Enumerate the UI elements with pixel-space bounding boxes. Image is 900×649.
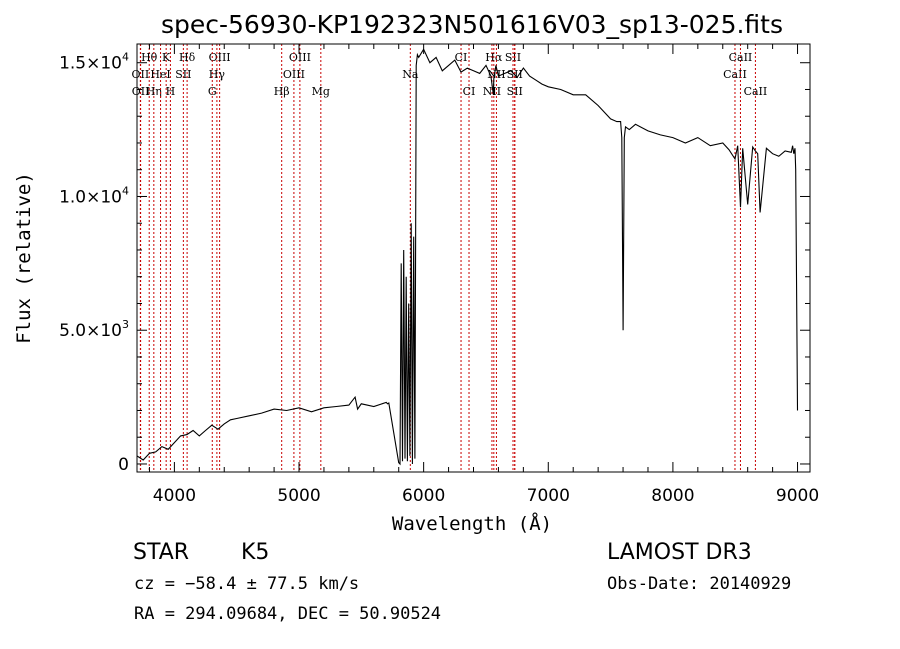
x-axis-label: Wavelength (Å) [392, 512, 552, 535]
line-label: OIII [289, 51, 311, 64]
line-label: OIII [283, 68, 305, 81]
spectrum-series [136, 48, 799, 466]
y-tick-label: 5.0×103 [59, 318, 129, 341]
observation-date: Obs-Date: 20140929 [607, 574, 792, 594]
line-label: Hα [485, 51, 503, 64]
x-tick-label: 6000 [402, 486, 445, 506]
object-class: STAR [133, 540, 190, 565]
y-tick-label: 1.0×104 [59, 184, 129, 207]
line-label: CaII [729, 51, 753, 64]
x-tick-label: 9000 [776, 486, 819, 506]
y-axis-label: Flux (relative) [13, 172, 35, 344]
x-tick-label: 5000 [277, 486, 320, 506]
line-label: Hθ [141, 51, 158, 64]
line-label: Hγ [209, 68, 226, 81]
line-label: HeI [150, 68, 170, 81]
chart-title: spec-56930-KP192323N501616V03_sp13-025.f… [161, 10, 783, 39]
line-label: Hδ [179, 51, 196, 64]
x-tick-label: 7000 [527, 486, 570, 506]
redshift-velocity: cz = −58.4 ± 77.5 km/s [134, 574, 360, 594]
line-label: Mg [312, 85, 330, 98]
x-tick-label: 8000 [651, 486, 694, 506]
line-label: SII [175, 68, 191, 81]
y-tick-label: 0 [118, 455, 129, 475]
line-label: CI [455, 51, 468, 64]
line-label: OIII [209, 51, 231, 64]
spectrum-line [136, 48, 799, 466]
object-subclass: K5 [241, 540, 270, 565]
y-axis: 0 5.0×103 1.0×104 1.5×104 [59, 51, 810, 475]
y-tick-label: 1.5×104 [59, 51, 129, 74]
line-label: OII [132, 68, 150, 81]
line-label: Hη [146, 85, 162, 98]
line-label: OII [132, 85, 150, 98]
coordinates: RA = 294.09684, DEC = 50.90524 [134, 604, 442, 624]
line-label: CI [463, 85, 476, 98]
line-label: SII [505, 51, 521, 64]
line-label: SII [507, 85, 523, 98]
x-axis: 4000 5000 6000 7000 8000 9000 [148, 44, 819, 506]
line-label: NII [487, 68, 505, 81]
line-label: CaII [744, 85, 768, 98]
line-label: Na [402, 68, 419, 81]
survey-name: LAMOST DR3 [607, 540, 752, 565]
line-label: Hβ [274, 85, 290, 98]
plot-area [136, 43, 811, 473]
line-label: K [162, 51, 171, 64]
line-label: H [166, 85, 176, 98]
x-tick-label: 4000 [153, 486, 196, 506]
line-label: CaII [723, 68, 747, 81]
line-label: G [208, 85, 217, 98]
